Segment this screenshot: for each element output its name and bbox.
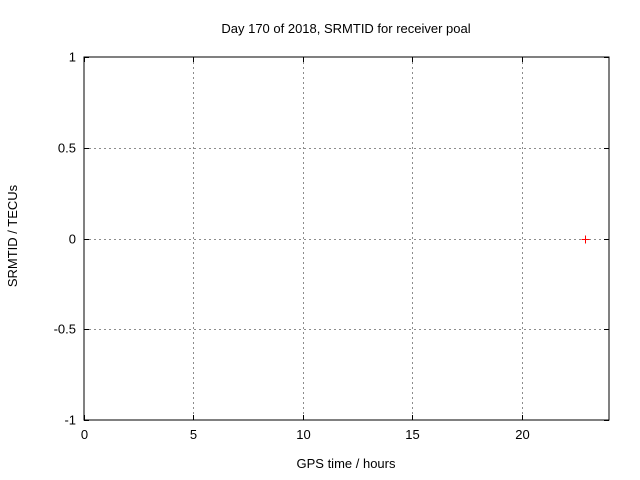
x-tick-label: 15	[405, 427, 419, 442]
data-points	[581, 235, 590, 244]
axis-ticks	[84, 57, 609, 421]
y-tick-label: -0.5	[54, 322, 76, 337]
x-tick-label: 20	[515, 427, 529, 442]
y-axis-label: SRMTID / TECUs	[5, 184, 20, 287]
y-tick-label: -1	[64, 413, 76, 428]
chart-title: Day 170 of 2018, SRMTID for receiver poa…	[221, 21, 470, 36]
x-tick-label: 10	[296, 427, 310, 442]
x-tick-label: 5	[190, 427, 197, 442]
gridlines	[84, 57, 609, 420]
x-axis-label: GPS time / hours	[297, 456, 396, 471]
x-tick-labels: 0 5 10 15 20	[81, 427, 530, 442]
y-tick-label: 1	[69, 50, 76, 65]
y-tick-labels: -1 -0.5 0 0.5 1	[54, 50, 76, 428]
x-tick-label: 0	[81, 427, 88, 442]
y-tick-label: 0.5	[58, 141, 76, 156]
y-tick-label: 0	[69, 232, 76, 247]
plot-border	[83, 56, 610, 421]
